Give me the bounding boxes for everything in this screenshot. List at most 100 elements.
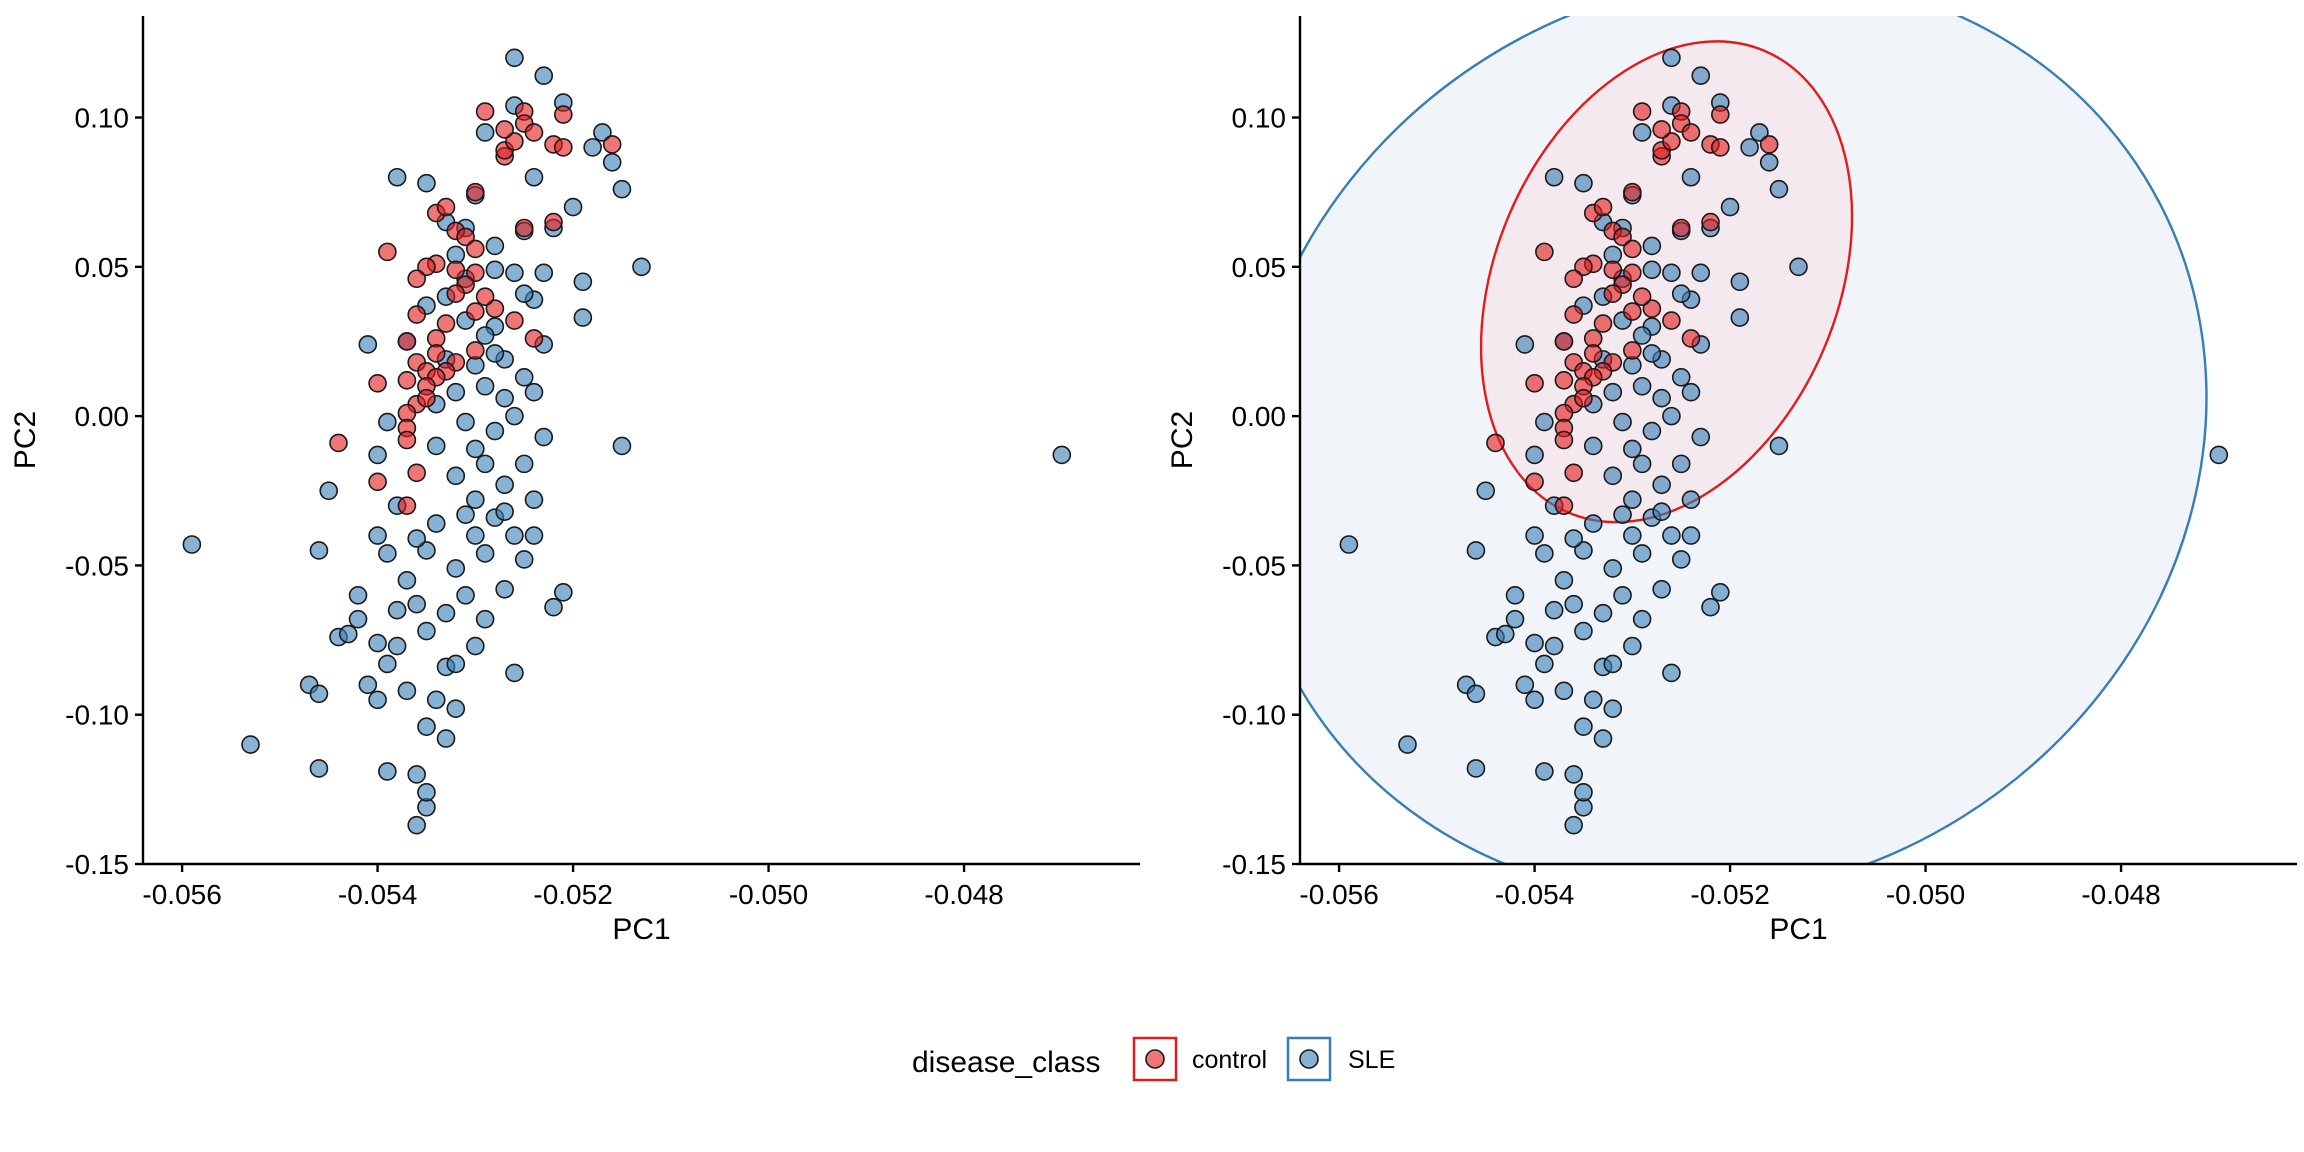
point-sle: [1564, 529, 1583, 548]
point-sle: [485, 260, 505, 280]
point-sle: [348, 609, 368, 629]
point-control: [1613, 227, 1632, 247]
point-sle: [554, 582, 573, 602]
point-sle: [1554, 571, 1574, 590]
point-sle: [1769, 436, 1789, 456]
point-control: [1671, 218, 1691, 238]
legend-swatch-sle-icon: [1299, 1049, 1319, 1069]
point-sle: [514, 550, 534, 569]
point-control: [1759, 135, 1779, 154]
point-sle: [1632, 609, 1652, 629]
point-sle: [446, 699, 466, 719]
point-control: [1642, 299, 1662, 318]
point-sle: [1495, 624, 1515, 644]
x-tick-label: -0.050: [1886, 879, 1965, 910]
point-sle: [1564, 594, 1583, 614]
point-control: [1603, 284, 1623, 303]
point-control: [1701, 212, 1720, 232]
y-axis-title: PC2: [1166, 411, 1199, 469]
point-control: [1554, 370, 1574, 390]
y-tick-label: 0.00: [75, 401, 130, 432]
point-control: [1662, 311, 1681, 330]
point-control: [407, 463, 426, 483]
point-sle: [1583, 514, 1603, 533]
y-tick-label: -0.10: [1222, 700, 1286, 731]
point-control: [368, 373, 387, 393]
point-sle: [514, 284, 534, 303]
point-sle: [602, 153, 622, 172]
point-sle: [1632, 454, 1652, 474]
point-sle: [466, 526, 485, 545]
point-control: [368, 472, 387, 492]
point-control: [554, 105, 573, 124]
point-control: [466, 302, 485, 321]
y-tick-label: 0.05: [75, 252, 130, 283]
point-control: [1564, 305, 1583, 324]
point-sle: [1593, 729, 1613, 748]
point-sle: [1613, 412, 1632, 432]
point-control: [436, 197, 456, 217]
point-control: [524, 123, 544, 142]
points-layer: [1339, 48, 2229, 835]
point-control: [397, 370, 417, 390]
y-tick-label: 0.05: [1232, 252, 1287, 283]
point-sle: [485, 421, 505, 441]
point-control: [1623, 239, 1642, 259]
point-sle: [387, 636, 407, 656]
point-sle: [1623, 490, 1642, 510]
point-control: [397, 496, 417, 515]
point-sle: [407, 594, 426, 614]
point-sle: [1623, 526, 1642, 545]
point-control: [446, 284, 466, 303]
y-tick-label: 0.00: [1232, 401, 1287, 432]
point-sle: [1623, 439, 1642, 459]
point-sle: [182, 535, 202, 554]
point-sle: [1652, 475, 1671, 495]
point-control: [397, 430, 417, 450]
point-control: [466, 239, 485, 259]
point-sle: [1515, 335, 1535, 354]
point-control: [1711, 105, 1730, 124]
point-sle: [485, 344, 505, 363]
legend-label-control: control: [1192, 1046, 1267, 1074]
point-sle: [485, 236, 505, 256]
point-sle: [1681, 167, 1701, 187]
point-control: [1486, 433, 1505, 453]
point-sle: [534, 263, 554, 283]
point-control: [1662, 132, 1681, 151]
point-sle: [1671, 284, 1691, 303]
point-sle: [1525, 633, 1544, 653]
point-sle: [1662, 663, 1681, 683]
point-sle: [466, 439, 485, 459]
point-sle: [495, 502, 514, 521]
point-sle: [456, 585, 475, 605]
y-tick-label: -0.15: [65, 849, 129, 880]
point-sle: [1720, 197, 1740, 217]
point-sle: [505, 406, 524, 426]
point-sle: [495, 475, 514, 495]
point-sle: [1681, 490, 1701, 510]
point-sle: [1632, 544, 1652, 563]
point-sle: [1613, 505, 1632, 524]
point-sle: [1662, 406, 1681, 426]
point-control: [485, 299, 505, 318]
point-sle: [1642, 236, 1662, 256]
point-sle: [466, 636, 485, 656]
point-sle: [1544, 167, 1564, 187]
point-sle: [1662, 48, 1681, 68]
legend-title: disease_class: [912, 1046, 1100, 1079]
point-control: [1564, 463, 1583, 483]
point-sle: [309, 541, 329, 560]
point-sle: [1583, 690, 1603, 710]
point-sle: [417, 717, 436, 736]
point-sle: [1652, 502, 1671, 521]
point-sle: [378, 654, 397, 674]
x-tick-label: -0.048: [2081, 879, 2160, 910]
point-sle: [456, 412, 475, 432]
point-control: [1632, 287, 1652, 306]
point-sle: [1515, 675, 1535, 695]
point-sle: [368, 690, 387, 710]
point-sle: [534, 66, 554, 86]
point-sle: [505, 526, 524, 545]
point-control: [1623, 341, 1642, 360]
